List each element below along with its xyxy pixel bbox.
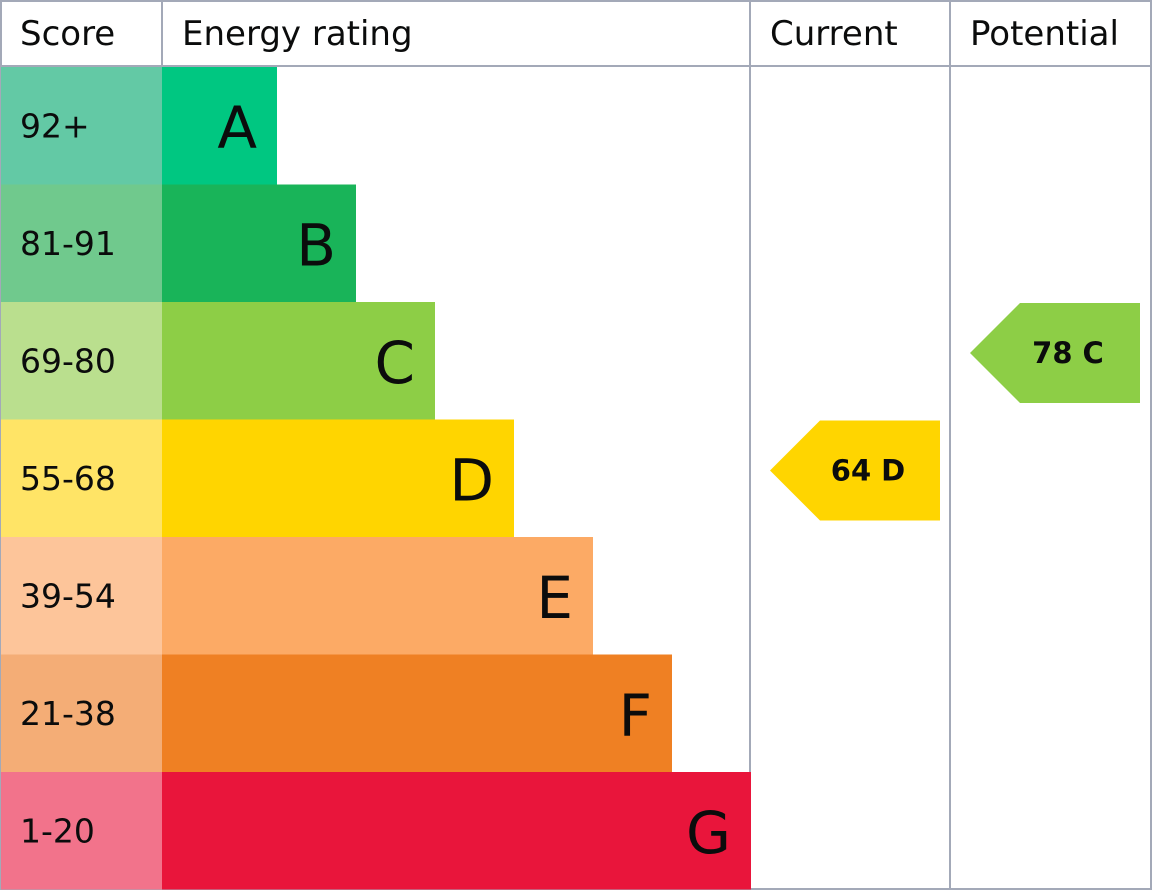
- score-label: 69-80: [20, 341, 116, 380]
- score-cell: [1, 302, 162, 420]
- rating-letter: C: [375, 329, 416, 397]
- rating-letter: A: [217, 94, 257, 162]
- rating-letter: D: [449, 446, 494, 514]
- score-label: 39-54: [20, 576, 116, 615]
- rating-bar: [162, 67, 277, 185]
- rating-bar: [162, 302, 435, 420]
- score-cell: [1, 772, 162, 890]
- header-potential: Potential: [970, 14, 1119, 54]
- current-label: 64 D: [831, 454, 905, 488]
- rating-letter: G: [686, 799, 731, 867]
- score-cell: [1, 184, 162, 302]
- rating-letter: B: [296, 211, 336, 279]
- potential-arrow: [970, 303, 1140, 403]
- rating-bar: [162, 772, 751, 890]
- score-label: 1-20: [20, 811, 95, 850]
- score-cell: [1, 419, 162, 537]
- potential-label: 78 C: [1032, 336, 1104, 370]
- rating-bar: [162, 537, 593, 655]
- score-label: 21-38: [20, 694, 116, 733]
- score-cell: [1, 654, 162, 772]
- header-current: Current: [770, 14, 898, 54]
- current-arrow: [770, 420, 940, 521]
- rating-letter: E: [536, 564, 573, 632]
- rating-bar: [162, 184, 356, 302]
- header-score: Score: [20, 14, 115, 54]
- score-cell: [1, 537, 162, 655]
- rating-bar: [162, 654, 672, 772]
- header-rating: Energy rating: [182, 14, 413, 54]
- rating-letter: F: [619, 681, 652, 749]
- score-label: 81-91: [20, 224, 116, 263]
- score-cell: [1, 67, 162, 185]
- potential-band: C: [1083, 336, 1104, 370]
- potential-score: 78: [1032, 336, 1072, 370]
- score-label: 92+: [20, 106, 90, 145]
- current-score: 64: [831, 454, 871, 488]
- score-label: 55-68: [20, 459, 116, 498]
- current-band: D: [881, 454, 905, 488]
- rating-bar: [162, 419, 514, 537]
